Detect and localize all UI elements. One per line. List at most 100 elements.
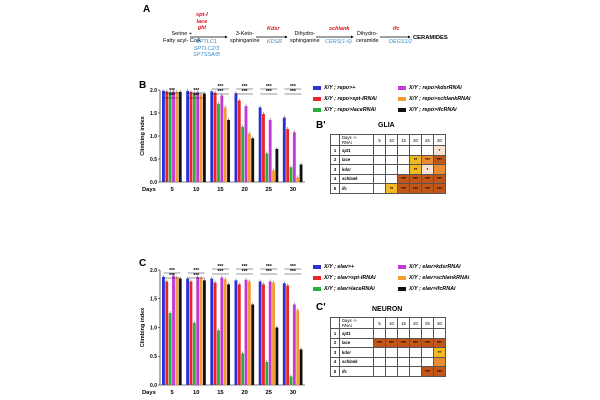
glia-cell: ***	[397, 183, 410, 194]
y-axis-label: Climbing index	[140, 307, 146, 347]
significance-label: ***	[266, 264, 272, 270]
neuron-cell	[385, 356, 398, 367]
bar	[299, 164, 303, 182]
neuron-cell: ***	[397, 337, 410, 348]
glia-row: 2 lace ** *** ***	[330, 154, 446, 165]
glia-cell	[433, 164, 446, 175]
neuron-cell	[409, 347, 422, 358]
neuron-cell	[421, 328, 434, 339]
bar	[178, 278, 182, 385]
gene1-fly: spt-I lace ghl	[196, 12, 208, 32]
glia-row-index: 4	[330, 173, 340, 184]
significance-label: ***	[290, 264, 296, 270]
c-legend-item: X/Y ; elav>kdsrRNAi	[398, 264, 461, 270]
bar	[268, 119, 272, 182]
bar	[289, 167, 293, 182]
neuron-cell	[397, 366, 410, 377]
significance-label: ***	[290, 89, 296, 95]
y-tick-label: 0.0	[150, 383, 157, 389]
glia-header-day: 20	[409, 134, 422, 146]
glia-cell	[373, 183, 386, 194]
glia-cell	[397, 164, 410, 175]
neuron-cell: ***	[409, 337, 422, 348]
glia-row-name: spt1	[339, 145, 374, 156]
glia-cell	[397, 145, 410, 156]
heatmap-neuron: Days -> RNAi 5 10 15 20 25 30 1 spt1 2 lace *** *** **…	[330, 317, 446, 377]
glia-cell: ***	[433, 154, 446, 165]
neuron-cell: ***	[421, 337, 434, 348]
bar	[165, 281, 169, 385]
bar	[199, 278, 203, 385]
bar	[192, 322, 196, 385]
neuron-row: 3 kdsr **	[330, 347, 446, 358]
b-legend-swatch	[313, 86, 321, 90]
x-tick-label: 30	[290, 390, 296, 396]
glia-cell	[385, 145, 398, 156]
glia-cell: ***	[409, 173, 422, 184]
bar	[210, 91, 214, 182]
glia-header-day: 15	[397, 134, 410, 146]
substrate-line-1: Serine +	[171, 31, 193, 37]
b-legend-item: X/Y ; repo>spt-IRNAi	[313, 96, 377, 102]
bar	[296, 310, 300, 385]
bar	[265, 153, 269, 182]
significance-label: ***	[169, 93, 175, 99]
x-tick-label: 20	[241, 390, 247, 396]
neuron-cell	[373, 347, 386, 358]
y-tick-label: 2.0	[150, 268, 157, 274]
bar	[162, 90, 165, 182]
y-axis-label: Climbing index	[140, 115, 146, 155]
bar	[162, 276, 165, 385]
bar	[237, 284, 241, 385]
bar	[247, 133, 251, 182]
x-tick-label: 10	[193, 187, 199, 193]
metabolite3-line-1: Dihydro-	[356, 31, 378, 37]
bar	[262, 284, 265, 385]
b-legend-label: X/Y ; repo>+	[324, 85, 356, 91]
bar	[217, 330, 220, 385]
metabolite3-line-2: ceramide	[356, 37, 379, 44]
glia-cell	[409, 145, 422, 156]
heatmap-glia: Days -> RNAi 5 10 15 20 25 30 1 spt1 * 2 lace ** *** **…	[330, 134, 446, 194]
neuron-row-index: 5	[330, 366, 340, 377]
bar	[202, 280, 206, 385]
bar	[186, 90, 190, 182]
neuron-cell: ***	[421, 366, 434, 377]
glia-cell	[385, 173, 398, 184]
bar	[172, 275, 175, 385]
panel-c-letter: C	[139, 258, 147, 269]
b-legend-swatch	[398, 97, 406, 101]
significance-label: ***	[193, 273, 199, 279]
neuron-cell	[421, 347, 434, 358]
bar	[286, 285, 290, 385]
significance-label: ***	[217, 84, 223, 90]
panel-b-letter: B	[139, 80, 147, 91]
bar	[227, 284, 230, 385]
bar	[202, 93, 206, 182]
neuron-row-index: 2	[330, 337, 340, 348]
glia-header-row: Days -> RNAi 5 10 15 20 25 30	[330, 134, 446, 146]
significance-label: ***	[266, 269, 272, 275]
glia-header-day: 30	[433, 134, 446, 146]
significance-label: ***	[193, 88, 199, 94]
glia-row-index: 3	[330, 164, 340, 175]
significance-label: ***	[290, 84, 296, 90]
neuron-header-day: 20	[409, 317, 422, 329]
neuron-header-day: 10	[385, 317, 398, 329]
bar	[262, 113, 265, 182]
neuron-row: 2 lace *** *** *** *** *** ***	[330, 337, 446, 348]
glia-cell	[397, 154, 410, 165]
bar	[289, 376, 293, 385]
significance-label: ***	[169, 88, 175, 94]
significance-label: ***	[242, 269, 248, 275]
bar	[217, 103, 220, 182]
x-tick-label: 5	[170, 390, 174, 396]
bar	[258, 107, 262, 182]
glia-cell	[373, 154, 386, 165]
gene3-human: CERS(1-6)	[325, 39, 352, 45]
neuron-cell: **	[433, 347, 446, 358]
glia-row-name: schlank	[339, 173, 374, 184]
bar	[272, 170, 275, 182]
glia-header-day: 5	[373, 134, 386, 146]
